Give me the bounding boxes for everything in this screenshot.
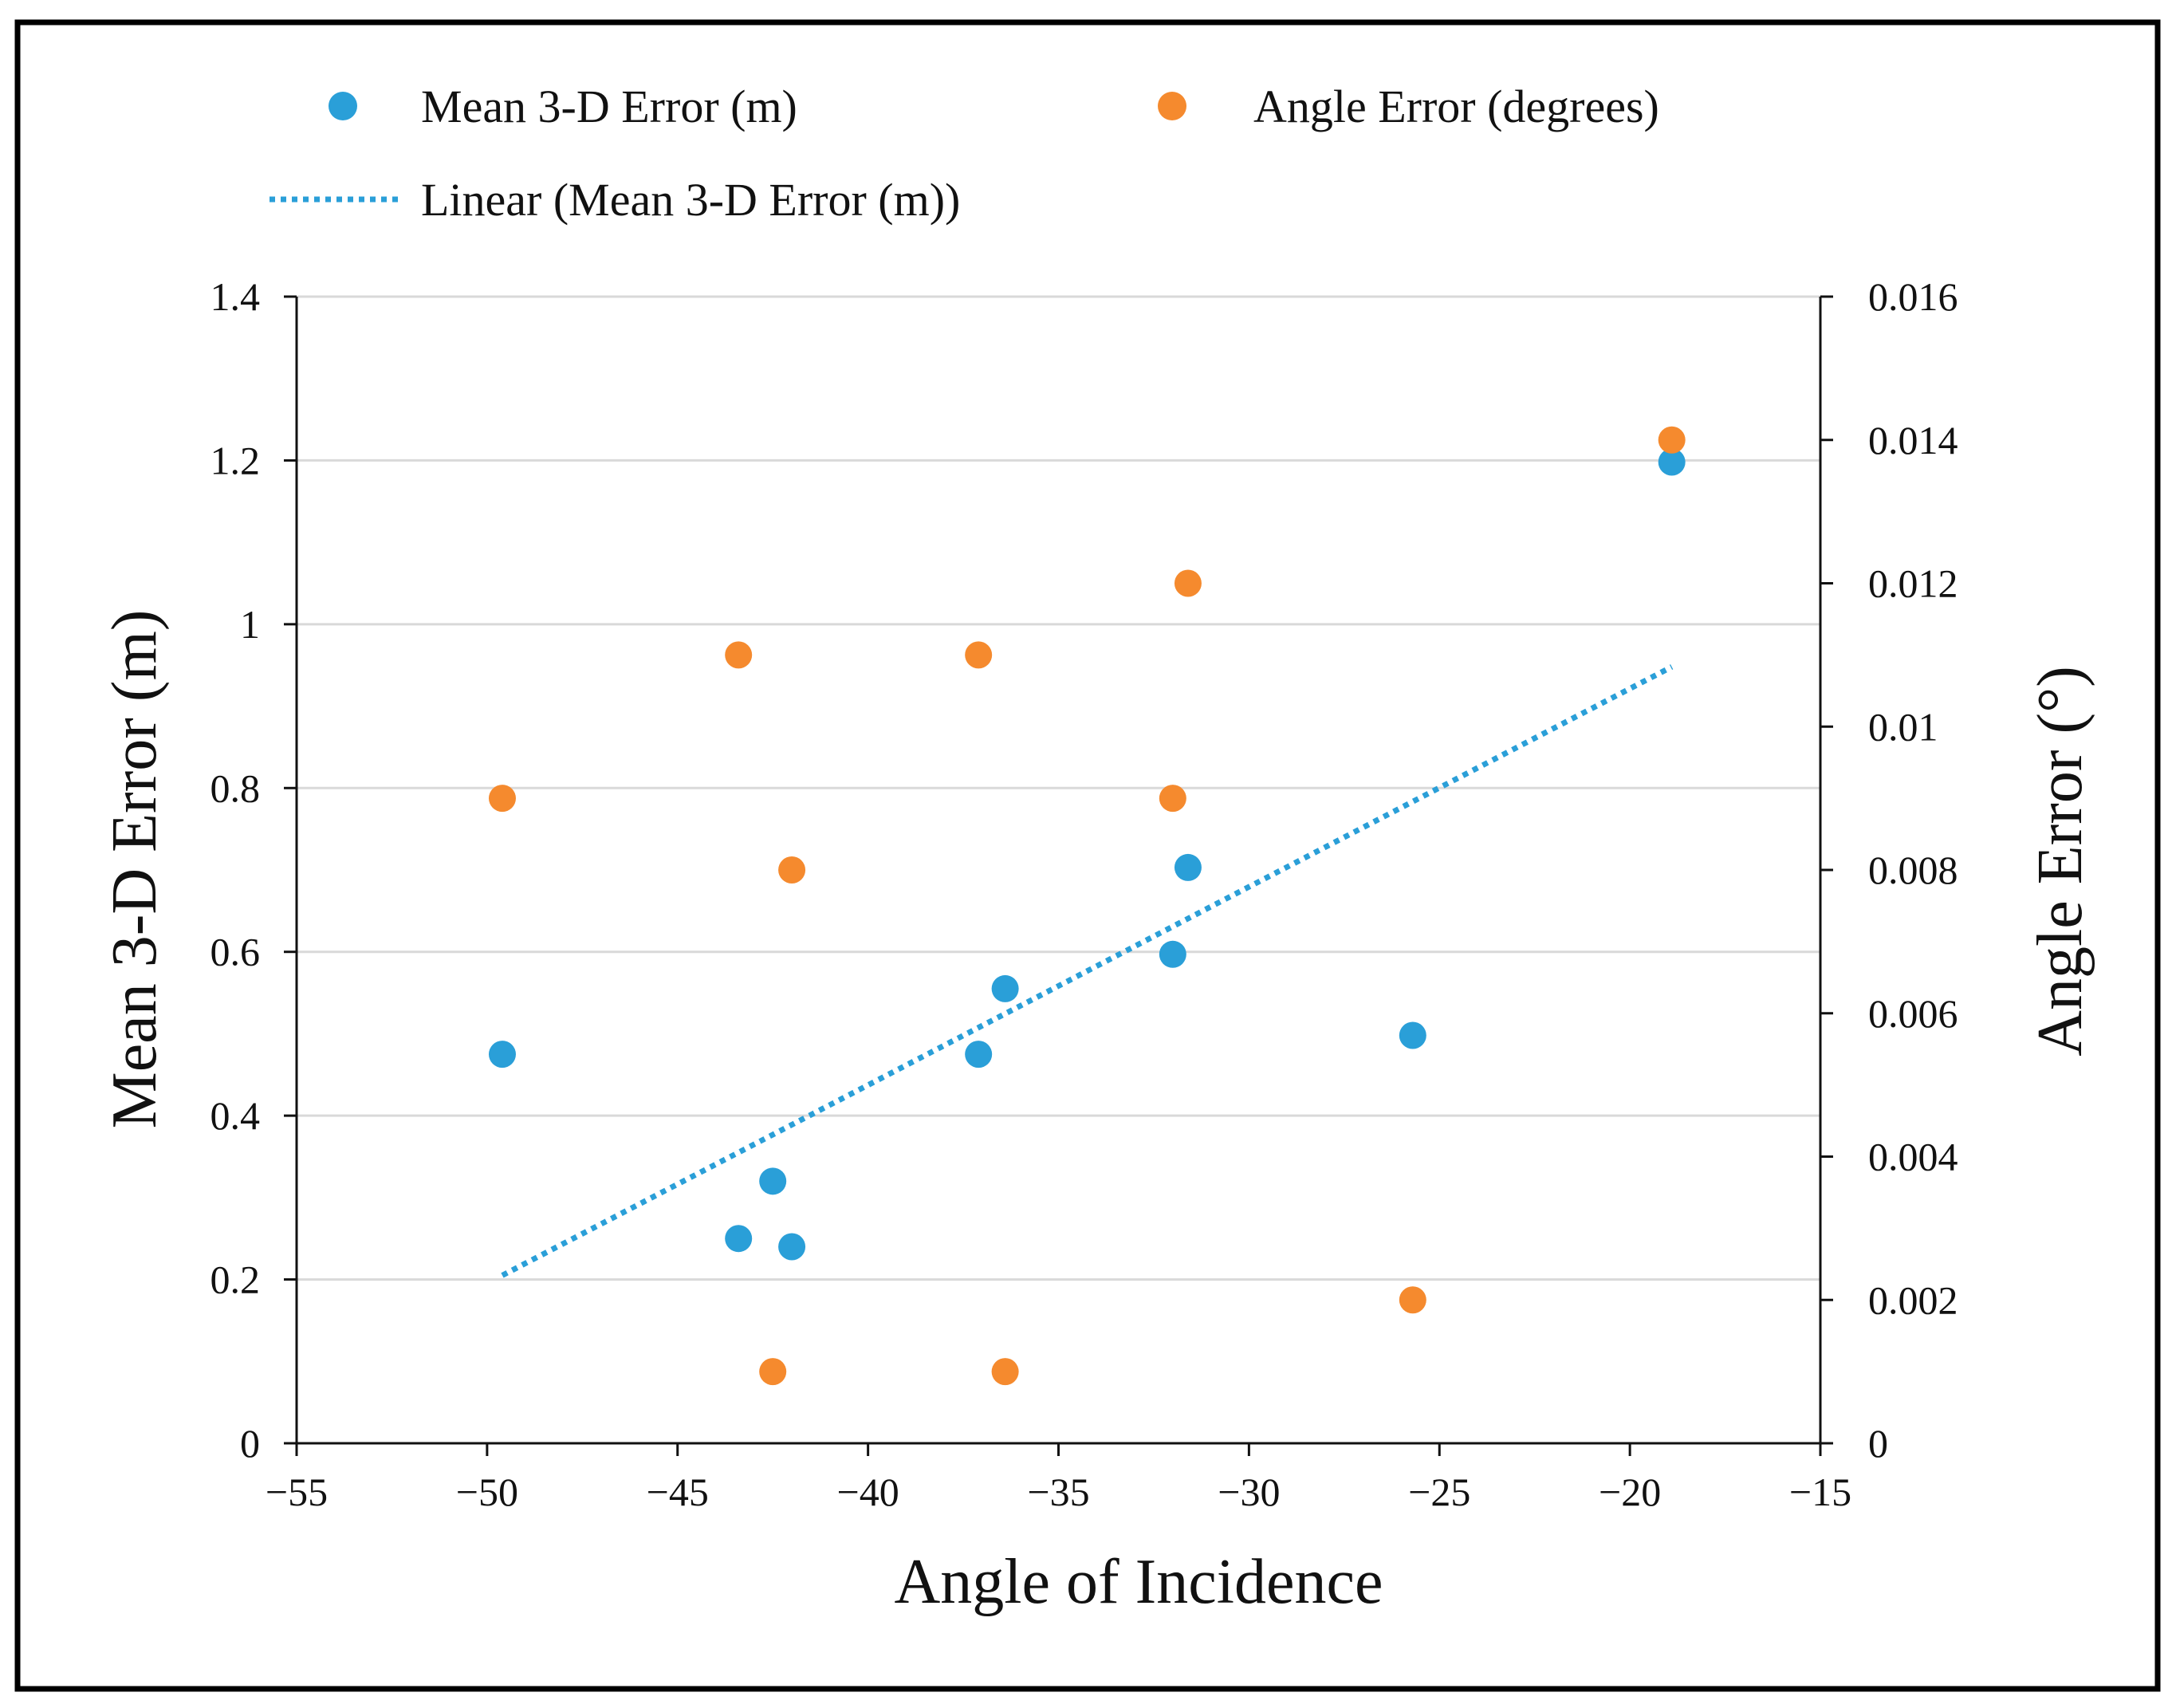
gridlines [297, 295, 1820, 1281]
point-mean-error [759, 1167, 787, 1195]
axis-ticks: −55 −50 −45 −40 −35 −30 −25 −20 −15 0 0.2 0.4 0.6 0.8… [211, 274, 1958, 1514]
x-tick-label: −15 [1789, 1470, 1851, 1514]
y2-tick-label: 0.01 [1868, 704, 1938, 749]
y-tick-label: 1.2 [211, 438, 261, 482]
y-tick-label: 0.6 [211, 930, 261, 974]
point-mean-error [991, 974, 1019, 1002]
y2-tick-label: 0.012 [1868, 561, 1958, 606]
x-tick-label: −20 [1599, 1470, 1661, 1514]
point-mean-error [1174, 853, 1202, 881]
point-angle-error [759, 1358, 787, 1386]
legend: Mean 3-D Error (m) Angle Error (degrees)… [270, 81, 1659, 226]
point-angle-error [1174, 569, 1202, 597]
legend-label-angle-error: Angle Error (degrees) [1253, 81, 1659, 132]
x-tick-label: −25 [1408, 1470, 1470, 1514]
x-axis-title: Angle of Incidence [894, 1547, 1383, 1617]
y-tick-label: 0 [240, 1421, 260, 1466]
data-points [488, 426, 1686, 1386]
y2-tick-label: 0.002 [1868, 1277, 1958, 1322]
y2-tick-label: 0.008 [1868, 848, 1958, 892]
trendline [501, 664, 1674, 1278]
x-tick-label: −30 [1218, 1470, 1280, 1514]
y-tick-label: 0.8 [211, 765, 261, 810]
y2-tick-label: 0.004 [1868, 1135, 1958, 1179]
point-angle-error [488, 785, 516, 813]
legend-marker-mean-error [329, 92, 357, 120]
y2-tick-label: 0.006 [1868, 991, 1958, 1036]
point-angle-error [1159, 785, 1186, 813]
y-axis-title: Mean 3-D Error (m) [100, 610, 170, 1129]
legend-label-linear-trendline: Linear (Mean 3-D Error (m)) [421, 174, 960, 226]
point-angle-error [778, 856, 806, 884]
y-tick-label: 1.4 [211, 274, 261, 319]
point-angle-error [1399, 1286, 1426, 1314]
y2-axis-title: Angle Error (°) [2025, 666, 2095, 1057]
point-mean-error [725, 1225, 753, 1253]
y-tick-label: 0.2 [211, 1257, 261, 1302]
y2-tick-label: 0.016 [1868, 274, 1958, 319]
y-tick-label: 1 [240, 602, 260, 647]
x-tick-label: −55 [266, 1470, 328, 1514]
point-mean-error [965, 1041, 993, 1068]
y2-tick-label: 0 [1868, 1421, 1888, 1466]
trendline-linear-mean-error [501, 664, 1674, 1278]
point-mean-error [488, 1041, 516, 1068]
point-mean-error [1399, 1021, 1426, 1049]
point-angle-error [965, 641, 993, 669]
point-mean-error [1159, 940, 1186, 968]
y2-tick-label: 0.014 [1868, 418, 1958, 462]
x-tick-label: −35 [1027, 1470, 1089, 1514]
x-tick-label: −40 [837, 1470, 899, 1514]
chart-border [14, 19, 2161, 1692]
legend-marker-angle-error [1158, 92, 1186, 120]
y-tick-label: 0.4 [211, 1093, 261, 1138]
point-mean-error [1658, 448, 1686, 476]
point-angle-error [725, 641, 753, 669]
point-angle-error [991, 1358, 1019, 1386]
x-tick-label: −45 [647, 1470, 709, 1514]
x-tick-label: −50 [456, 1470, 518, 1514]
legend-label-mean-error: Mean 3-D Error (m) [421, 81, 797, 132]
point-mean-error [778, 1233, 806, 1261]
point-angle-error [1658, 426, 1686, 454]
